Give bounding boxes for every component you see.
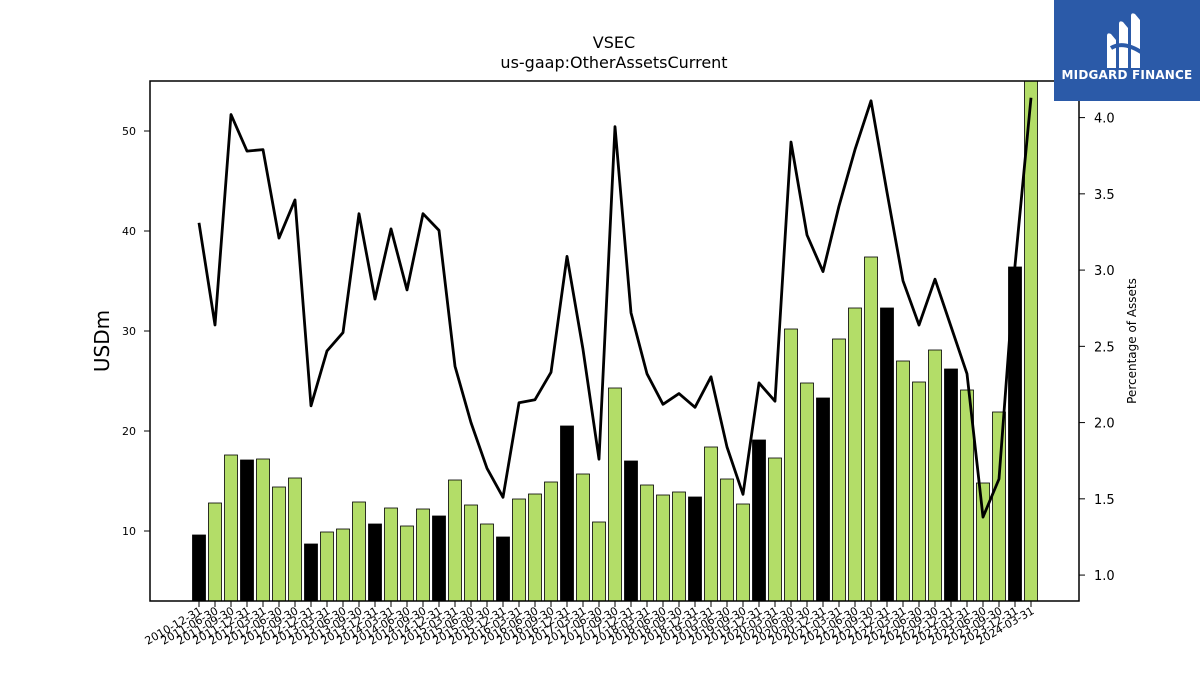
bar — [912, 381, 926, 602]
bar — [496, 536, 510, 602]
bar — [400, 525, 414, 602]
bar — [272, 486, 286, 602]
y-right-tick-label: 3.0 — [1094, 264, 1115, 279]
bar — [464, 504, 478, 602]
bar — [640, 484, 654, 602]
bar — [576, 473, 590, 602]
bar — [384, 507, 398, 602]
bar — [736, 503, 750, 602]
bar — [304, 543, 318, 602]
bar — [544, 481, 558, 602]
bar — [672, 491, 686, 602]
bar — [336, 528, 350, 602]
bar — [368, 523, 382, 602]
y-right-tick-label: 4.0 — [1094, 112, 1115, 127]
bar — [768, 457, 782, 602]
bar — [704, 446, 718, 602]
y-tick-label: 50 — [122, 125, 136, 138]
bar — [512, 498, 526, 602]
bar — [608, 387, 622, 602]
bar — [864, 256, 878, 602]
bar — [192, 534, 206, 602]
y-tick-label: 10 — [122, 525, 136, 538]
y-axis-label: USDm — [90, 310, 114, 372]
bar — [528, 493, 542, 602]
bar — [624, 460, 638, 602]
bar — [992, 411, 1006, 602]
bar — [928, 349, 942, 602]
bar — [288, 477, 302, 602]
brand-name: MIDGARD FINANCE — [1061, 68, 1193, 82]
y-tick-label: 30 — [122, 325, 136, 338]
bar — [560, 425, 574, 602]
bar — [688, 496, 702, 602]
y-tick-label: 20 — [122, 425, 136, 438]
y-right-tick-label: 3.5 — [1094, 188, 1115, 203]
bar — [848, 307, 862, 602]
y-tick-label: 40 — [122, 225, 136, 238]
bar — [656, 494, 670, 602]
bar — [432, 515, 446, 602]
bar — [720, 478, 734, 602]
bar — [592, 521, 606, 602]
bar — [416, 508, 430, 602]
bar — [240, 459, 254, 602]
chart-title: VSEC — [593, 33, 635, 52]
bar — [448, 479, 462, 602]
y-right-tick-label: 1.0 — [1094, 569, 1115, 584]
bar — [880, 307, 894, 602]
bar — [976, 482, 990, 602]
y-axis-right-label: Percentage of Assets — [1125, 278, 1139, 404]
bar — [944, 368, 958, 602]
bar — [800, 382, 814, 602]
bar — [256, 458, 270, 602]
brand-logo: MIDGARD FINANCE — [1054, 0, 1200, 101]
y-right-tick-label: 2.5 — [1094, 340, 1115, 355]
chart-subtitle: us-gaap:OtherAssetsCurrent — [500, 53, 727, 72]
bar — [224, 454, 238, 602]
bar — [896, 360, 910, 602]
midgard-logo-icon — [1107, 13, 1146, 69]
series-line — [197, 97, 1033, 519]
bar — [320, 531, 334, 602]
bar — [480, 523, 494, 602]
bar — [352, 501, 366, 602]
bar — [784, 328, 798, 602]
bar — [752, 439, 766, 602]
y-right-tick-label: 1.5 — [1094, 493, 1115, 508]
y-right-tick-label: 2.0 — [1094, 417, 1115, 432]
bar — [208, 502, 222, 602]
bar — [832, 338, 846, 602]
bar — [816, 397, 830, 602]
